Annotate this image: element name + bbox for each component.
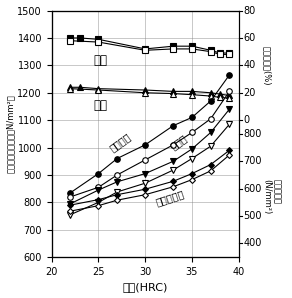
Y-axis label: 引張強さ・降伏点（N/mm²）: 引張強さ・降伏点（N/mm²） [6, 94, 15, 173]
Text: 0: 0 [244, 115, 250, 125]
Text: 600: 600 [244, 184, 262, 194]
Text: 伸び: 伸び [94, 99, 108, 112]
Text: 700: 700 [244, 156, 262, 166]
Text: せん断強さ
(N/mm²): せん断強さ (N/mm²) [262, 179, 281, 215]
Text: 500: 500 [244, 211, 262, 221]
Text: 降伏点: 降伏点 [168, 132, 189, 151]
Text: 伸び・絞り(%): 伸び・絞り(%) [262, 46, 271, 85]
Text: 80: 80 [244, 6, 256, 15]
X-axis label: 硬さ(HRC): 硬さ(HRC) [123, 283, 168, 292]
Text: 60: 60 [244, 33, 256, 43]
Text: 800: 800 [244, 129, 262, 139]
Text: せん断強さ: せん断強さ [154, 188, 186, 207]
Text: 400: 400 [244, 238, 262, 249]
Text: 絞り: 絞り [94, 54, 108, 67]
Text: 40: 40 [244, 60, 256, 70]
Text: 引張強さ: 引張強さ [108, 132, 133, 153]
Text: 20: 20 [244, 88, 256, 98]
